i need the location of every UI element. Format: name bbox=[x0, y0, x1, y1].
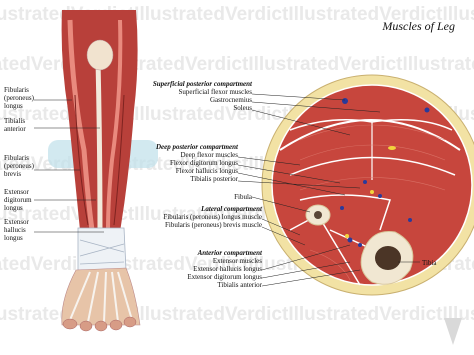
compartment-item: Extensor muscles bbox=[213, 257, 262, 265]
leg-drawing bbox=[48, 10, 158, 332]
compartment-item: Tibialis anterior bbox=[217, 281, 262, 289]
compartment-item: Deep flexor muscles bbox=[180, 151, 238, 159]
muscle-label: brevis bbox=[4, 170, 21, 178]
cross-section bbox=[261, 74, 474, 296]
compartment-item: Extensor hallucis longus bbox=[193, 265, 262, 273]
muscle-label: Extensor bbox=[4, 218, 30, 226]
compartment-item: Fibularis (peroneus) brevis muscle bbox=[165, 221, 262, 229]
logo bbox=[444, 318, 462, 345]
muscle-label: (peroneus) bbox=[4, 162, 35, 170]
muscle-label: Fibularis bbox=[4, 154, 29, 162]
bone-label: Tibia bbox=[422, 259, 437, 267]
muscle-label: hallucis bbox=[4, 226, 26, 234]
bone-label: Fibula bbox=[234, 193, 253, 201]
compartment-item: Flexor digitorum longus bbox=[170, 159, 238, 167]
muscle-label: longus bbox=[4, 234, 23, 242]
compartment-item: Fibularis (peroneus) longus muscle bbox=[163, 213, 262, 221]
muscle-label: (peroneus) bbox=[4, 94, 35, 102]
compartment-heading: Anterior compartment bbox=[197, 249, 263, 257]
muscle-label: Tibialis bbox=[4, 117, 25, 125]
compartment-item: Tibialis posterior bbox=[190, 175, 238, 183]
compartment-heading: Lateral compartment bbox=[200, 205, 263, 213]
muscle-label: anterior bbox=[4, 125, 26, 133]
compartment-item: Extensor digitorum longus bbox=[187, 273, 262, 281]
muscle-label: Fibularis bbox=[4, 86, 29, 94]
compartment-item: Superficial flexor muscles bbox=[179, 88, 253, 96]
muscle-label: longus bbox=[4, 204, 23, 212]
compartment-item: Soleus bbox=[233, 104, 252, 112]
compartment-item: Gastrocnemius bbox=[210, 96, 252, 104]
compartment-heading: Superficial posterior compartment bbox=[153, 80, 253, 88]
title: Muscles of Leg bbox=[381, 19, 455, 33]
muscle-label: digitorum bbox=[4, 196, 32, 204]
muscle-label: Extensor bbox=[4, 188, 30, 196]
muscle-label: longus bbox=[4, 102, 23, 110]
labels: Fibularis(peroneus)longusTibialisanterio… bbox=[4, 80, 437, 289]
compartment-heading: Deep posterior compartment bbox=[155, 143, 239, 151]
leader-lines bbox=[34, 93, 420, 287]
compartment-item: Flexor hallucis longus bbox=[176, 167, 238, 175]
